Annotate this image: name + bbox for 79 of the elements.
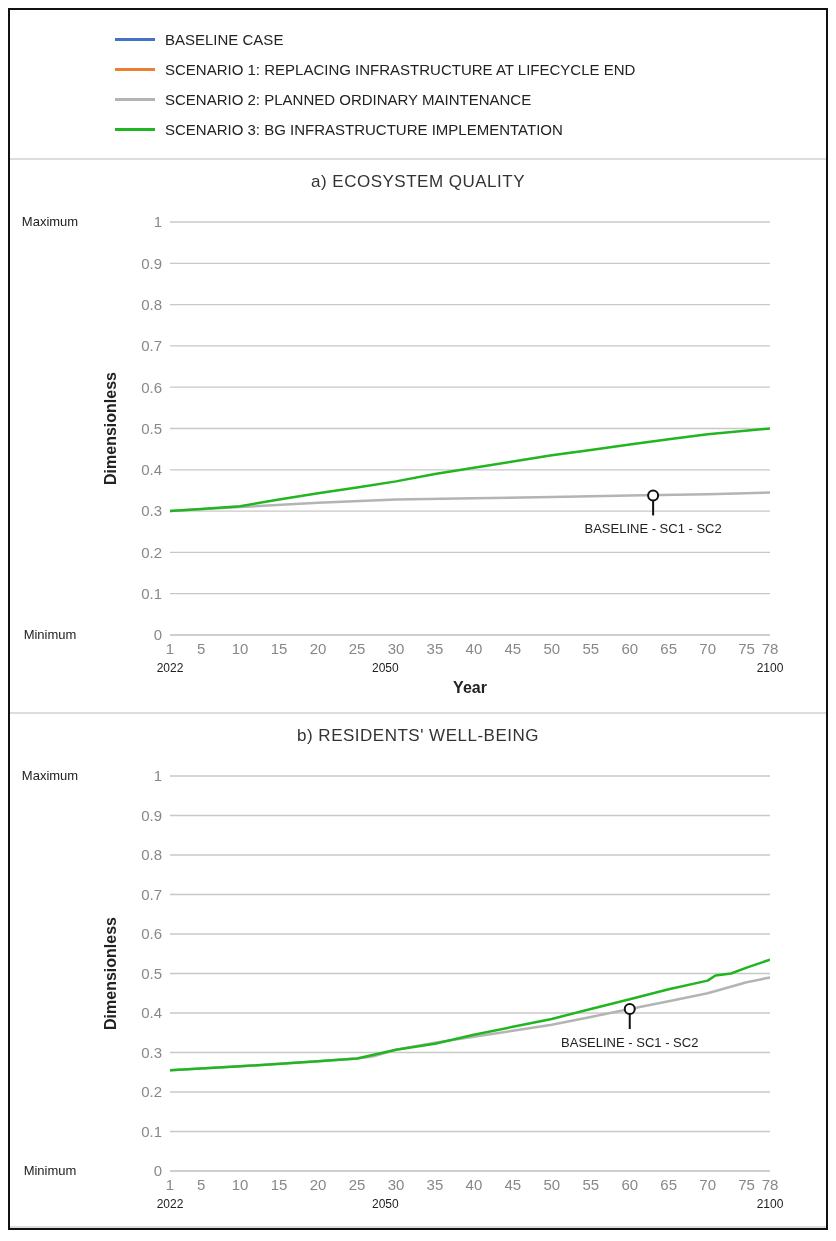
- text: Maximum: [20, 214, 80, 230]
- annotation: BASELINE - SC1 - SC2: [584, 521, 722, 537]
- x-tick-label: 35: [426, 639, 444, 657]
- x-tick-label: 5: [197, 639, 206, 657]
- text: Minimum: [22, 627, 78, 643]
- y-axis-title: Dimensionless: [101, 371, 119, 485]
- y-tick-label: 0.8: [141, 846, 162, 864]
- y-tick-label: 0.3: [141, 502, 162, 520]
- y-tick-label: 0.9: [141, 254, 162, 272]
- x-tick-label: 60: [621, 639, 639, 657]
- x-tick-label: 10: [231, 1175, 249, 1193]
- x-tick-label: 25: [348, 1175, 366, 1193]
- x-tick-label: 30: [387, 1175, 405, 1193]
- legend-label: BASELINE CASE: [165, 30, 284, 48]
- y-tick-label: 0.9: [141, 806, 162, 824]
- x2-tick-label: 2100: [755, 661, 785, 675]
- y-tick-label: 0.1: [141, 1122, 162, 1140]
- x2-tick-label: 2050: [371, 1197, 400, 1211]
- x-tick-label: 20: [309, 639, 327, 657]
- x-tick-label: 25: [348, 639, 366, 657]
- y-tick-label: 0.4: [141, 461, 162, 479]
- x-tick-label: 45: [504, 639, 522, 657]
- x-tick-label: 78: [761, 1175, 779, 1193]
- x-tick-label: 70: [699, 639, 717, 657]
- y-tick-label: 0.6: [141, 925, 162, 943]
- x-tick-label: 15: [270, 639, 288, 657]
- x-tick-label: 50: [543, 1175, 561, 1193]
- y-tick-label: 0.7: [141, 337, 162, 355]
- legend-label: SCENARIO 3: BG INFRASTRUCTURE IMPLEMENTATION: [165, 120, 563, 138]
- y-tick-label: 0.7: [141, 885, 162, 903]
- y-tick-label: 0: [153, 1162, 162, 1180]
- x-tick-label: 10: [231, 639, 249, 657]
- chart-title: b) RESIDENTS' WELL-BEING: [296, 726, 540, 746]
- x-tick-label: 35: [426, 1175, 444, 1193]
- y-tick-label: 0.5: [141, 964, 162, 982]
- y-tick-label: 0.8: [141, 295, 162, 313]
- text: Maximum: [20, 768, 80, 784]
- y-tick-label: 0.2: [141, 1083, 162, 1101]
- x-tick-label: 20: [309, 1175, 327, 1193]
- x-tick-label: 55: [582, 639, 600, 657]
- line-series: [170, 958, 770, 1072]
- x-tick-label: 60: [621, 1175, 639, 1193]
- legend-label: SCENARIO 1: REPLACING INFRASTRUCTURE AT LIFECYCLE END: [165, 60, 636, 78]
- x-tick-label: 50: [543, 639, 561, 657]
- x-tick-label: 45: [504, 1175, 522, 1193]
- y-tick-label: 0.3: [141, 1043, 162, 1061]
- x-tick-label: 75: [738, 1175, 755, 1193]
- annotation: BASELINE - SC1 - SC2: [561, 1035, 699, 1051]
- x-tick-label: 70: [699, 1175, 717, 1193]
- legend-label: SCENARIO 2: PLANNED ORDINARY MAINTENANCE: [165, 90, 532, 108]
- x-tick-label: 78: [761, 639, 779, 657]
- y-tick-label: 1: [153, 213, 162, 231]
- x2-tick-label: 2022: [155, 1197, 185, 1211]
- x-tick-label: 75: [738, 639, 755, 657]
- x-tick-label: 55: [582, 1175, 600, 1193]
- chart-title: a) ECOSYSTEM QUALITY: [309, 172, 526, 192]
- x-tick-label: 1: [165, 639, 175, 657]
- text: Minimum: [22, 1163, 78, 1179]
- y-tick-label: 1: [153, 767, 162, 785]
- y-tick-label: 0.2: [141, 543, 162, 561]
- x-tick-label: 65: [660, 639, 678, 657]
- x-tick-label: 5: [197, 1175, 206, 1193]
- x-tick-label: 65: [660, 1175, 678, 1193]
- y-tick-label: 0.1: [141, 585, 162, 603]
- y-tick-label: 0.5: [141, 419, 162, 437]
- x2-tick-label: 2050: [371, 661, 400, 675]
- x-tick-label: 40: [465, 639, 483, 657]
- line-series: [170, 427, 770, 513]
- x-tick-label: 1: [165, 1175, 175, 1193]
- y-tick-label: 0: [153, 626, 162, 644]
- x-axis-title: Year: [452, 679, 488, 697]
- x-tick-label: 15: [270, 1175, 288, 1193]
- x-tick-label: 30: [387, 639, 405, 657]
- y-tick-label: 0.4: [141, 1004, 162, 1022]
- y-axis-title: Dimensionless: [101, 916, 119, 1030]
- y-tick-label: 0.6: [141, 378, 162, 396]
- x2-tick-label: 2022: [155, 661, 185, 675]
- x-tick-label: 40: [465, 1175, 483, 1193]
- x2-tick-label: 2100: [755, 1197, 785, 1211]
